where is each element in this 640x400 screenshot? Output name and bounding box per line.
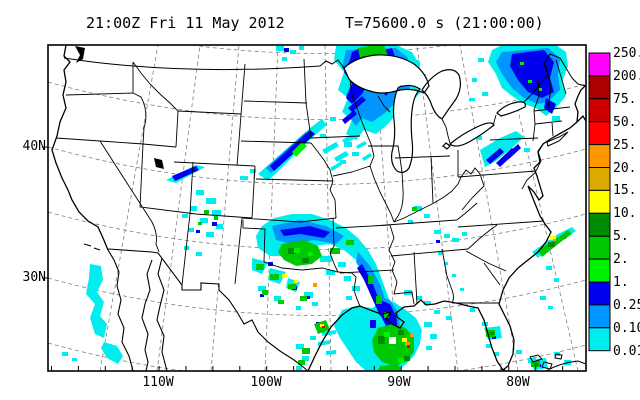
legend-cell <box>588 258 611 283</box>
coastline-west <box>51 45 109 251</box>
map-frame <box>47 44 587 372</box>
legend-level-label: 0.01 <box>613 343 640 359</box>
lat-tick-label: 40N <box>22 139 46 154</box>
precip-blob <box>172 166 199 181</box>
great-lakes <box>343 54 526 174</box>
precip-blob <box>62 264 123 364</box>
legend-level-label: 50. <box>613 114 637 130</box>
lon-tick-label: 100W <box>250 375 282 390</box>
legend-level-label: 1. <box>613 275 629 290</box>
legend-cell <box>588 235 611 260</box>
legend-level-label: 0.25 <box>613 297 640 313</box>
legend-cell <box>588 327 611 352</box>
lon-tick-label: 80W <box>506 375 530 390</box>
legend-level-label: 250. <box>613 46 640 61</box>
legend-cell <box>588 281 611 306</box>
title-valid-time: 21:00Z Fri 11 May 2012 <box>86 14 285 32</box>
legend-level-label: 20. <box>613 160 637 176</box>
title-forecast-seconds: T=75600.0 s (21:00:00) <box>345 14 544 32</box>
legend-cell <box>588 167 611 191</box>
puget-sound <box>75 46 85 63</box>
precip-blob <box>270 130 315 171</box>
legend-level-label: 75. <box>613 91 637 107</box>
state-borders <box>55 58 571 307</box>
lon-tick-label: 90W <box>387 375 411 390</box>
great-salt-lake <box>154 158 164 169</box>
us-mexico-border <box>107 248 309 371</box>
baja-and-mexico-coast <box>83 243 168 371</box>
legend-colorbar <box>588 52 611 352</box>
lat-tick-label: 30N <box>22 270 46 285</box>
coastline-gulf-east <box>307 84 586 371</box>
legend-cell <box>588 304 611 329</box>
legend-cell <box>588 189 611 214</box>
precipitation-field <box>62 45 576 371</box>
legend-cell <box>588 144 611 169</box>
legend-level-label: 5. <box>613 229 629 245</box>
legend-level-label: 2. <box>613 252 629 268</box>
legend-cell <box>588 121 611 146</box>
legend-level-label: 0.10 <box>613 320 640 336</box>
legend-level-label: 200. <box>613 68 640 84</box>
precip-blob <box>389 337 396 344</box>
precip-blob <box>166 165 223 256</box>
legend-cell <box>588 52 611 77</box>
graticule <box>48 45 586 371</box>
legend-cell <box>588 75 611 100</box>
long-island <box>546 131 569 147</box>
precip-blob <box>438 227 576 370</box>
axis-ticks <box>42 146 564 371</box>
precip-blob <box>322 122 372 171</box>
legend-cell <box>588 212 611 237</box>
legend-cell <box>588 98 611 123</box>
canada-border <box>63 53 586 103</box>
precip-blob <box>486 144 521 167</box>
precip-blob <box>256 240 389 318</box>
legend-level-label: 10. <box>613 206 637 222</box>
legend-level-label: 25. <box>613 137 637 153</box>
caribbean-islands <box>493 353 586 371</box>
lon-tick-label: 110W <box>142 375 174 390</box>
legend-level-label: 15. <box>613 183 637 199</box>
